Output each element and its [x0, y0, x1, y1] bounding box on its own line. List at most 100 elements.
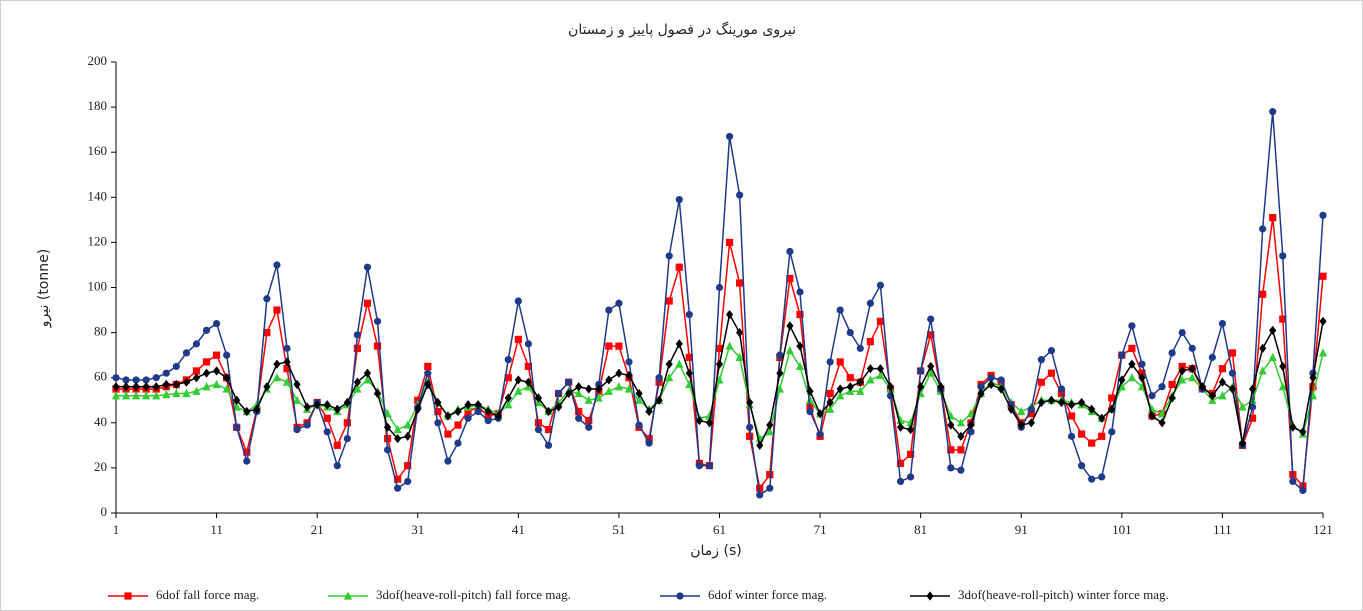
marker: [1118, 351, 1126, 359]
marker: [866, 364, 874, 374]
marker: [1168, 393, 1176, 403]
marker: [786, 321, 794, 331]
marker: [987, 374, 995, 382]
marker: [896, 477, 905, 486]
marker: [343, 419, 351, 427]
marker: [967, 420, 975, 430]
x-tick-label: 121: [1313, 522, 1333, 537]
marker: [715, 344, 724, 352]
marker: [796, 310, 804, 319]
marker: [927, 331, 935, 339]
marker: [1248, 414, 1257, 422]
marker: [806, 407, 814, 416]
marker: [1057, 385, 1066, 393]
marker: [604, 386, 613, 395]
marker: [1208, 391, 1216, 401]
marker: [575, 382, 583, 392]
marker: [907, 450, 915, 458]
marker: [403, 420, 412, 429]
marker: [1098, 432, 1106, 440]
marker: [1299, 486, 1307, 495]
marker: [142, 376, 150, 384]
marker: [1098, 473, 1106, 481]
marker: [112, 374, 120, 382]
marker: [182, 388, 191, 398]
marker: [1248, 384, 1257, 394]
marker: [323, 428, 331, 436]
marker: [917, 382, 925, 392]
marker: [615, 342, 623, 350]
marker: [394, 475, 402, 483]
marker: [927, 315, 935, 323]
marker: [544, 425, 553, 434]
marker: [856, 344, 864, 352]
marker: [293, 425, 301, 434]
marker: [846, 382, 854, 392]
marker: [383, 446, 392, 454]
marker: [676, 592, 684, 600]
marker: [293, 379, 301, 390]
marker: [1057, 397, 1066, 408]
marker: [514, 386, 523, 395]
marker: [957, 466, 965, 474]
marker: [514, 375, 522, 385]
marker: [1319, 316, 1327, 326]
marker: [866, 375, 875, 384]
marker: [826, 358, 834, 366]
marker: [997, 384, 1005, 394]
marker: [1078, 430, 1086, 438]
marker: [907, 424, 915, 435]
marker: [182, 377, 191, 387]
marker: [816, 409, 824, 419]
x-tick-label: 1: [113, 522, 120, 537]
marker: [1188, 373, 1197, 382]
marker: [162, 390, 171, 399]
marker: [394, 484, 402, 492]
marker: [182, 349, 191, 357]
marker: [736, 191, 744, 199]
marker: [595, 384, 603, 394]
y-tick-label: 40: [94, 414, 107, 429]
marker: [957, 446, 965, 454]
marker: [1067, 432, 1076, 440]
marker: [524, 340, 532, 348]
marker: [715, 359, 724, 369]
marker: [524, 362, 532, 371]
marker: [1158, 418, 1166, 428]
marker: [1037, 397, 1045, 408]
marker: [1017, 420, 1025, 430]
chart-title: نیروی مورینگ در فصول پاییز و زمستان: [568, 21, 796, 38]
marker: [1309, 383, 1317, 391]
marker: [474, 400, 482, 410]
marker: [765, 427, 774, 436]
marker: [303, 402, 311, 412]
marker: [444, 457, 452, 465]
marker: [665, 297, 673, 305]
marker: [514, 335, 522, 343]
marker: [907, 473, 915, 481]
legend-label: 6dof fall force mag.: [156, 587, 259, 602]
marker: [846, 329, 854, 337]
y-tick-label: 200: [88, 53, 108, 68]
marker: [454, 439, 462, 447]
marker: [192, 386, 201, 395]
marker: [273, 306, 281, 314]
marker: [212, 366, 221, 376]
marker: [454, 406, 462, 417]
marker: [605, 375, 613, 385]
marker: [635, 421, 643, 429]
marker: [142, 391, 151, 400]
marker: [1088, 404, 1096, 414]
marker: [273, 261, 281, 269]
marker: [212, 379, 221, 389]
marker: [504, 400, 513, 409]
legend-label: 3dof(heave-roll-pitch) winter force mag.: [958, 587, 1169, 602]
marker: [1259, 225, 1267, 233]
marker: [132, 391, 141, 400]
marker: [243, 448, 251, 456]
marker: [766, 484, 774, 492]
marker: [816, 430, 824, 438]
marker: [886, 382, 895, 392]
marker: [283, 365, 291, 373]
